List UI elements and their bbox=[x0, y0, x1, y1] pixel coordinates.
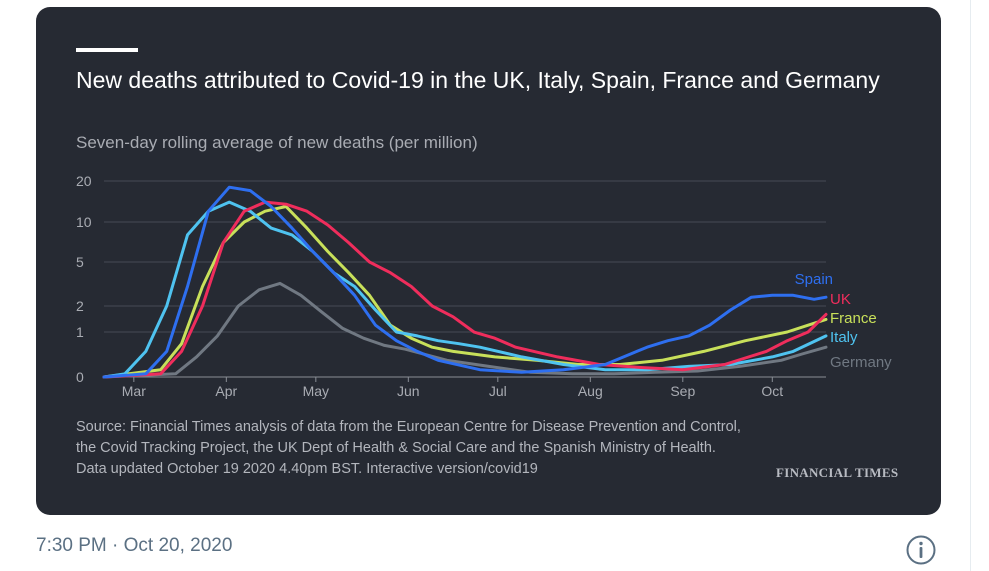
ft-logo: FINANCIAL TIMES bbox=[776, 465, 899, 480]
series-label-spain: Spain bbox=[795, 271, 833, 288]
y-tick-label: 20 bbox=[76, 173, 92, 189]
series-line-france bbox=[102, 205, 828, 379]
x-tick-label: Apr bbox=[215, 383, 237, 399]
series-line-uk bbox=[102, 200, 828, 379]
source-note: Source: Financial Times analysis of data… bbox=[76, 417, 906, 480]
x-tick-label: Aug bbox=[578, 383, 603, 399]
tweet-timestamp[interactable]: 7:30 PM · Oct 20, 2020 bbox=[36, 535, 233, 556]
series-line-germany bbox=[102, 281, 828, 379]
y-tick-label: 5 bbox=[76, 254, 84, 270]
source-line: Data updated October 19 2020 4.40pm BST.… bbox=[76, 461, 538, 477]
y-tick-label: 1 bbox=[76, 324, 84, 340]
series-label-uk: UK bbox=[830, 291, 851, 308]
series-line-spain bbox=[102, 185, 828, 379]
chart-subtitle: Seven-day rolling average of new deaths … bbox=[76, 133, 478, 152]
x-tick-label: Jun bbox=[397, 383, 420, 399]
info-icon[interactable] bbox=[904, 533, 938, 567]
series-label-italy: Italy bbox=[830, 329, 858, 346]
y-tick-label: 2 bbox=[76, 298, 84, 314]
x-tick-label: Oct bbox=[761, 383, 783, 399]
accent-bar bbox=[76, 48, 138, 52]
source-line: the Covid Tracking Project, the UK Dept … bbox=[76, 440, 716, 456]
x-tick-label: Sep bbox=[670, 383, 695, 399]
page-divider bbox=[970, 0, 971, 571]
y-tick-label: 0 bbox=[76, 369, 84, 385]
series-line-italy bbox=[102, 200, 828, 379]
y-tick-label: 10 bbox=[76, 214, 92, 230]
x-tick-label: Jul bbox=[489, 383, 507, 399]
series-label-france: France bbox=[830, 310, 877, 327]
x-tick-label: Mar bbox=[122, 383, 146, 399]
x-tick-label: May bbox=[303, 383, 329, 399]
series-label-germany: Germany bbox=[830, 354, 892, 371]
chart-title: New deaths attributed to Covid-19 in the… bbox=[76, 67, 880, 93]
chart-card[interactable]: New deaths attributed to Covid-19 in the… bbox=[36, 7, 941, 515]
source-line: Source: Financial Times analysis of data… bbox=[76, 419, 741, 435]
